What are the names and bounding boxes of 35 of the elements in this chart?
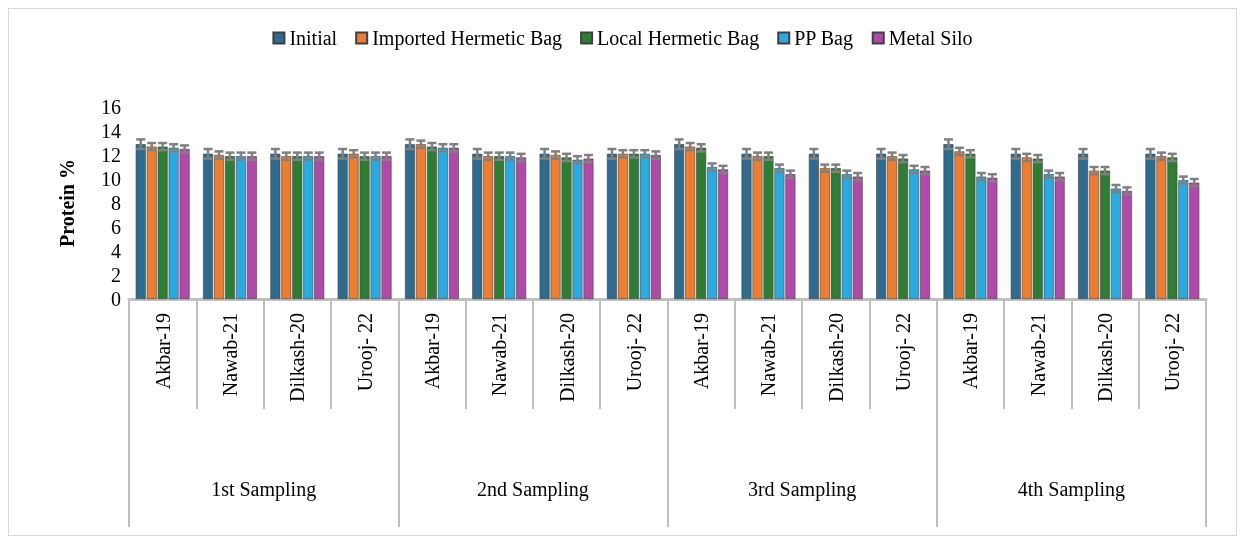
- legend-label: Imported Hermetic Bag: [372, 27, 563, 50]
- x-tick-label: Akbar-19: [151, 313, 174, 390]
- x-tick-label: Nawab-21: [218, 313, 241, 397]
- y-axis-title: Protein %: [56, 159, 78, 247]
- x-tick-label: Akbar-19: [959, 313, 982, 390]
- x-tick-label: Akbar-19: [420, 313, 443, 390]
- x-tick-label: Dilkash-20: [286, 313, 309, 402]
- x-tick-label: Nawab-21: [1026, 313, 1049, 397]
- legend-label: Metal Silo: [888, 27, 973, 49]
- text: 4th Sampling: [1017, 478, 1125, 501]
- x-tick-label: Urooj- 22: [1161, 313, 1185, 392]
- x-tick-label: Nawab-21: [488, 313, 511, 397]
- x-tick-label: Nawab-21: [757, 313, 780, 397]
- x-tick-label: Dilkash-20: [1094, 313, 1117, 402]
- x-tick-label: Akbar-19: [690, 313, 713, 390]
- x-tick-label: Dilkash-20: [555, 313, 578, 402]
- legend-label: Initial: [289, 27, 338, 49]
- legend-label: PP Bag: [794, 27, 853, 50]
- y-tick-label: 12: [101, 144, 121, 166]
- text: 3rd Sampling: [747, 478, 857, 501]
- y-tick-label: 14: [101, 120, 121, 142]
- y-tick-label: 10: [101, 168, 121, 190]
- x-tick-label: Dilkash-20: [824, 313, 847, 402]
- y-tick-label: 16: [101, 96, 121, 118]
- y-tick-label: 0: [111, 288, 121, 310]
- y-tick-label: 2: [111, 264, 121, 286]
- x-tick-label: Urooj- 22: [622, 313, 646, 392]
- y-tick-label: 6: [111, 216, 121, 238]
- x-tick-label: Urooj- 22: [892, 313, 916, 392]
- legend-label: Local Hermetic Bag: [597, 27, 760, 50]
- y-tick-label: 4: [111, 240, 121, 262]
- y-tick-label: 8: [111, 192, 121, 214]
- text: 2nd Sampling: [477, 478, 589, 501]
- x-tick-label: Urooj- 22: [353, 313, 377, 392]
- text: 1st Sampling: [211, 478, 317, 501]
